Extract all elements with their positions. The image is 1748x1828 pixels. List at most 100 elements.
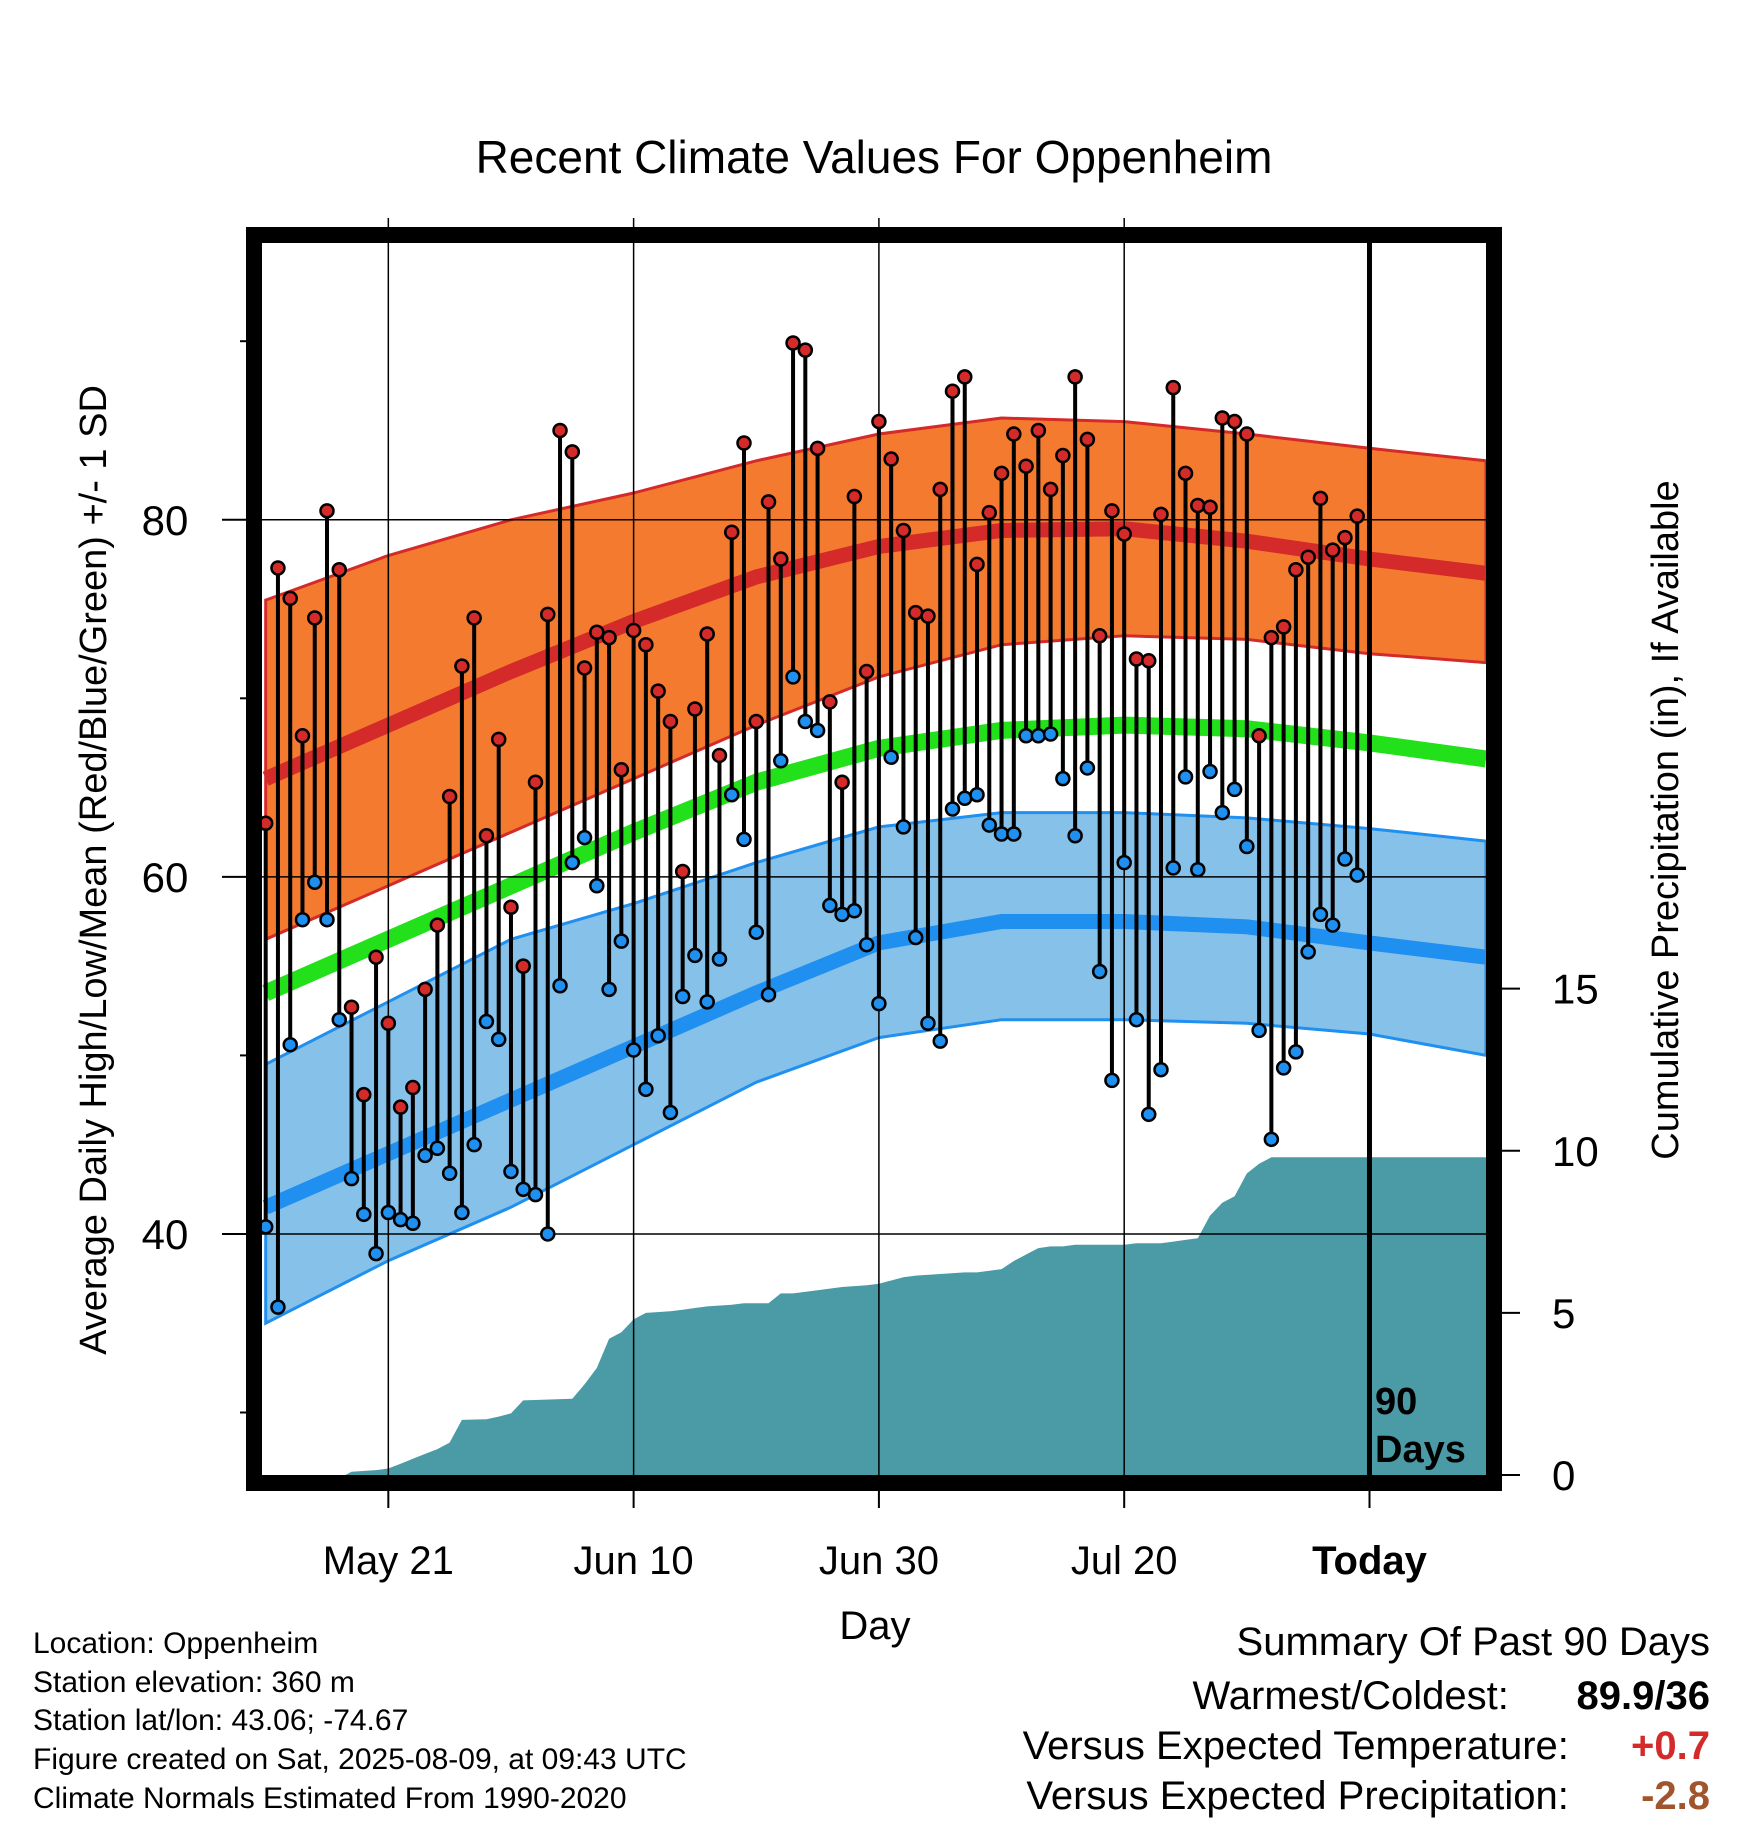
daily-high-point: [1140, 653, 1157, 669]
daily-low-point: [589, 878, 605, 894]
daily-low-point: [785, 669, 801, 685]
daily-high-point: [736, 435, 752, 451]
daily-low-point: [1067, 828, 1083, 844]
y-tick-label: 40: [142, 1211, 189, 1258]
daily-high-point: [1018, 458, 1034, 474]
daily-high-point: [981, 504, 998, 521]
daily-high-point: [969, 556, 985, 573]
daily-high-point: [343, 999, 360, 1015]
y-axis-label: Average Daily High/Low/Mean (Red/Blue/Gr…: [73, 385, 115, 1355]
daily-high-point: [601, 629, 617, 646]
daily-high-point: [1190, 497, 1206, 514]
x-tick-label: Jun 30: [819, 1539, 939, 1583]
daily-low-point: [871, 995, 887, 1012]
x-tick-label: May 21: [323, 1539, 454, 1583]
daily-low-point: [1140, 1106, 1157, 1123]
daily-high-point: [490, 731, 507, 748]
daily-low-point: [1251, 1022, 1267, 1039]
daily-high-point: [907, 604, 924, 621]
daily-high-point: [1202, 499, 1218, 516]
daily-low-point: [932, 1033, 948, 1049]
daily-high-point: [1337, 529, 1353, 546]
daily-high-point: [1263, 629, 1280, 646]
daily-high-point: [1128, 651, 1145, 667]
daily-low-point: [601, 981, 617, 998]
daily-high-point: [1312, 490, 1329, 507]
daily-low-point: [748, 924, 765, 940]
daily-high-point: [834, 774, 850, 790]
warmest-coldest-label: Warmest/Coldest:: [1192, 1674, 1509, 1718]
info-elevation: Station elevation: 360 m: [33, 1666, 355, 1699]
daily-high-point: [699, 626, 715, 642]
daily-high-point: [932, 481, 948, 498]
daily-low-point: [1091, 963, 1108, 980]
daily-high-point: [625, 622, 642, 639]
y-tick-label: 80: [142, 497, 189, 544]
daily-low-point: [711, 951, 728, 967]
daily-high-point: [1165, 379, 1182, 396]
daily-low-point: [858, 936, 875, 953]
daily-range-stems: [263, 342, 1360, 1308]
daily-high-point: [760, 494, 777, 510]
daily-low-point: [699, 994, 715, 1010]
daily-low-point: [638, 1081, 654, 1098]
daily-low-point: [1288, 1044, 1304, 1060]
daily-low-point: [895, 819, 912, 835]
daily-high-point: [576, 660, 593, 676]
daily-low-point: [760, 986, 777, 1003]
daily-low-point: [368, 1245, 384, 1262]
info-normals: Climate Normals Estimated From 1990-2020: [33, 1782, 627, 1815]
daily-low-point: [515, 1181, 531, 1198]
daily-high-point: [773, 551, 789, 567]
daily-high-point: [417, 981, 433, 998]
daily-low-point: [883, 749, 899, 765]
daily-low-point: [1202, 763, 1218, 780]
daily-low-point: [1128, 1011, 1145, 1028]
daily-low-point: [429, 1140, 446, 1157]
daily-high-point: [1091, 628, 1108, 644]
daily-high-point: [1030, 422, 1047, 439]
info-created: Figure created on Sat, 2025-08-09, at 09…: [33, 1743, 687, 1776]
summary-title: Summary Of Past 90 Days: [1236, 1620, 1710, 1664]
daily-high-point: [392, 1099, 409, 1115]
cumulative-precip-area: [265, 1157, 1487, 1475]
daily-low-point: [1337, 851, 1353, 867]
daily-low-point: [282, 1036, 298, 1053]
daily-high-point: [540, 606, 556, 623]
daily-high-point: [527, 774, 544, 790]
daily-high-point: [356, 1086, 372, 1103]
daily-low-point: [1300, 944, 1316, 960]
daily-high-point: [613, 761, 630, 778]
daily-low-point: [417, 1147, 433, 1164]
daily-high-point: [1104, 503, 1120, 519]
daily-low-point: [736, 831, 752, 848]
plot-frame: [246, 227, 1502, 1491]
daily-high-point: [564, 444, 581, 460]
daily-high-point: [466, 610, 482, 626]
daily-high-point: [1239, 426, 1255, 442]
daily-high-point: [1324, 542, 1341, 558]
daily-low-point: [846, 903, 863, 919]
daily-high-point: [1251, 728, 1267, 744]
y2-tick-label: 10: [1552, 1128, 1599, 1175]
daily-high-point: [785, 335, 801, 351]
daily-high-point: [638, 636, 654, 653]
daily-low-point: [1116, 854, 1132, 871]
x-tick-label: Jul 20: [1071, 1539, 1178, 1583]
daily-high-point: [405, 1079, 421, 1096]
axis-ticks: [222, 340, 1520, 1508]
daily-high-point: [503, 899, 519, 915]
daily-low-point: [1190, 861, 1206, 878]
daily-low-point: [822, 897, 838, 914]
info-latlon: Station lat/lon: 43.06; -74.67: [33, 1704, 409, 1737]
temperature-label: Versus Expected Temperature:: [1022, 1724, 1569, 1768]
daily-low-point: [527, 1186, 544, 1203]
daily-high-point: [1214, 410, 1231, 426]
x-tick-label: Today: [1312, 1539, 1428, 1583]
daily-low-point: [809, 722, 826, 739]
daily-high-point: [1349, 508, 1365, 524]
summary-temperature: Versus Expected Temperature: +0.7: [1023, 1724, 1710, 1768]
daily-dots: [246, 227, 1502, 1491]
daily-low-point: [907, 929, 924, 946]
